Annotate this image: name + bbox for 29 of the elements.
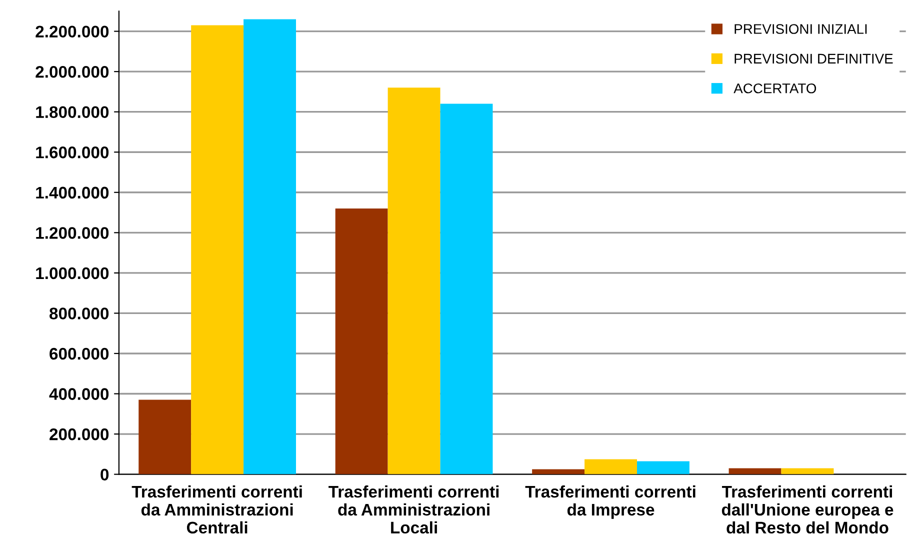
legend-label: ACCERTATO: [734, 83, 816, 94]
y-tick-label: 1.000.000: [36, 267, 109, 280]
x-tick-label: Trasferimenti correnti da Imprese: [525, 485, 696, 519]
y-tick-label: 1.800.000: [36, 106, 109, 118]
y-tick-label: 1.400.000: [36, 186, 109, 199]
bar: [728, 468, 782, 474]
y-tick-label: 200.000: [50, 428, 109, 440]
bar: [244, 19, 296, 474]
bar: [138, 400, 192, 474]
legend-label: PREVISIONI DEFINITIVE: [734, 54, 893, 64]
bar: [636, 461, 690, 474]
y-tick-label: 400.000: [49, 388, 109, 400]
y-tick-label: 600.000: [50, 348, 109, 360]
bar: [191, 25, 244, 474]
y-tick-label: 800.000: [50, 308, 109, 320]
x-tick-label: Trasferimenti correnti da Amministrazioni Centrali: [132, 485, 302, 534]
y-tick-label: 1.600.000: [36, 146, 109, 158]
x-tick-label: Trasferimenti correnti dall'Unione europea e dal Resto del Mondo: [722, 485, 894, 534]
legend-label: PREVISIONI INIZIALI: [734, 24, 867, 34]
y-tick-label: 2.200.000: [36, 26, 109, 38]
bar: [781, 468, 834, 474]
bar: [584, 459, 637, 474]
x-tick-label: Trasferimenti correnti da Amministrazioni Locali: [328, 485, 499, 534]
bar: [440, 104, 493, 474]
y-tick-label: 0: [100, 468, 109, 481]
y-tick-label: 2.000.000: [36, 66, 109, 78]
y-tick-label: 1.200.000: [36, 227, 109, 239]
bar: [388, 88, 440, 474]
bar: [335, 208, 388, 474]
